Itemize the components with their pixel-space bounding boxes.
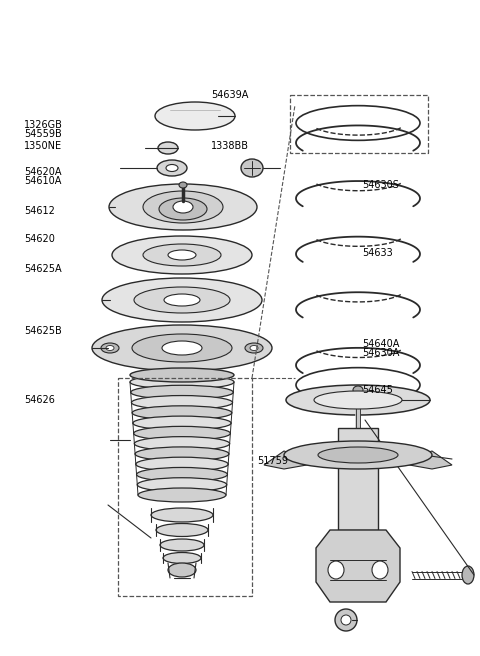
Ellipse shape — [131, 385, 233, 400]
Ellipse shape — [132, 334, 232, 362]
Ellipse shape — [136, 468, 228, 482]
Ellipse shape — [162, 341, 202, 355]
Ellipse shape — [286, 385, 430, 415]
Ellipse shape — [314, 391, 402, 409]
Text: 54630S: 54630S — [362, 180, 399, 190]
Text: 54620A: 54620A — [24, 167, 61, 177]
Polygon shape — [264, 451, 318, 469]
Ellipse shape — [157, 160, 187, 176]
Ellipse shape — [163, 552, 201, 564]
Text: 54630A: 54630A — [362, 348, 400, 358]
Ellipse shape — [133, 416, 231, 430]
Text: 54620: 54620 — [24, 234, 55, 244]
Ellipse shape — [341, 615, 351, 625]
Ellipse shape — [353, 386, 363, 394]
Ellipse shape — [158, 142, 178, 154]
Text: 54612: 54612 — [24, 206, 55, 216]
Bar — [290, 95, 428, 153]
Text: 1326GB: 1326GB — [24, 119, 63, 130]
Text: 54610A: 54610A — [24, 176, 61, 186]
Ellipse shape — [151, 508, 213, 522]
Polygon shape — [316, 530, 400, 602]
Ellipse shape — [143, 244, 221, 266]
Text: 54559B: 54559B — [24, 129, 62, 139]
Ellipse shape — [112, 236, 252, 274]
Text: 54640A: 54640A — [362, 338, 400, 349]
Ellipse shape — [138, 488, 226, 502]
Ellipse shape — [109, 184, 257, 230]
Ellipse shape — [166, 165, 178, 171]
Ellipse shape — [137, 478, 227, 492]
Ellipse shape — [179, 182, 187, 188]
Text: 54645: 54645 — [362, 384, 393, 395]
Ellipse shape — [462, 566, 474, 584]
Ellipse shape — [133, 426, 230, 440]
Ellipse shape — [130, 368, 234, 382]
Polygon shape — [398, 451, 452, 469]
Ellipse shape — [168, 250, 196, 260]
Ellipse shape — [318, 447, 398, 463]
Ellipse shape — [156, 523, 208, 537]
Ellipse shape — [164, 294, 200, 306]
Ellipse shape — [143, 191, 223, 223]
Ellipse shape — [173, 201, 193, 213]
Bar — [338, 428, 378, 530]
Ellipse shape — [159, 198, 207, 220]
Text: 54625B: 54625B — [24, 325, 62, 336]
Ellipse shape — [134, 287, 230, 313]
Ellipse shape — [134, 437, 229, 451]
Text: 54633: 54633 — [362, 248, 393, 258]
Ellipse shape — [160, 539, 204, 551]
Ellipse shape — [92, 325, 272, 371]
Ellipse shape — [335, 609, 357, 631]
Text: 54639A: 54639A — [211, 90, 249, 100]
Ellipse shape — [284, 441, 432, 469]
Ellipse shape — [132, 396, 232, 409]
Ellipse shape — [241, 159, 263, 177]
Ellipse shape — [372, 561, 388, 579]
Ellipse shape — [136, 457, 228, 471]
Ellipse shape — [328, 561, 344, 579]
Text: 54626: 54626 — [24, 395, 55, 405]
Ellipse shape — [168, 563, 196, 577]
Ellipse shape — [101, 343, 119, 353]
Ellipse shape — [250, 346, 258, 350]
Ellipse shape — [155, 102, 235, 130]
Ellipse shape — [106, 346, 114, 350]
Ellipse shape — [130, 375, 234, 389]
Ellipse shape — [135, 447, 229, 461]
Text: 51759: 51759 — [257, 455, 288, 466]
Ellipse shape — [132, 406, 232, 420]
Ellipse shape — [102, 278, 262, 322]
Text: 1350NE: 1350NE — [24, 140, 62, 151]
Text: 54625A: 54625A — [24, 264, 61, 274]
Bar — [118, 378, 252, 596]
Text: 1338BB: 1338BB — [211, 140, 249, 151]
Ellipse shape — [245, 343, 263, 353]
